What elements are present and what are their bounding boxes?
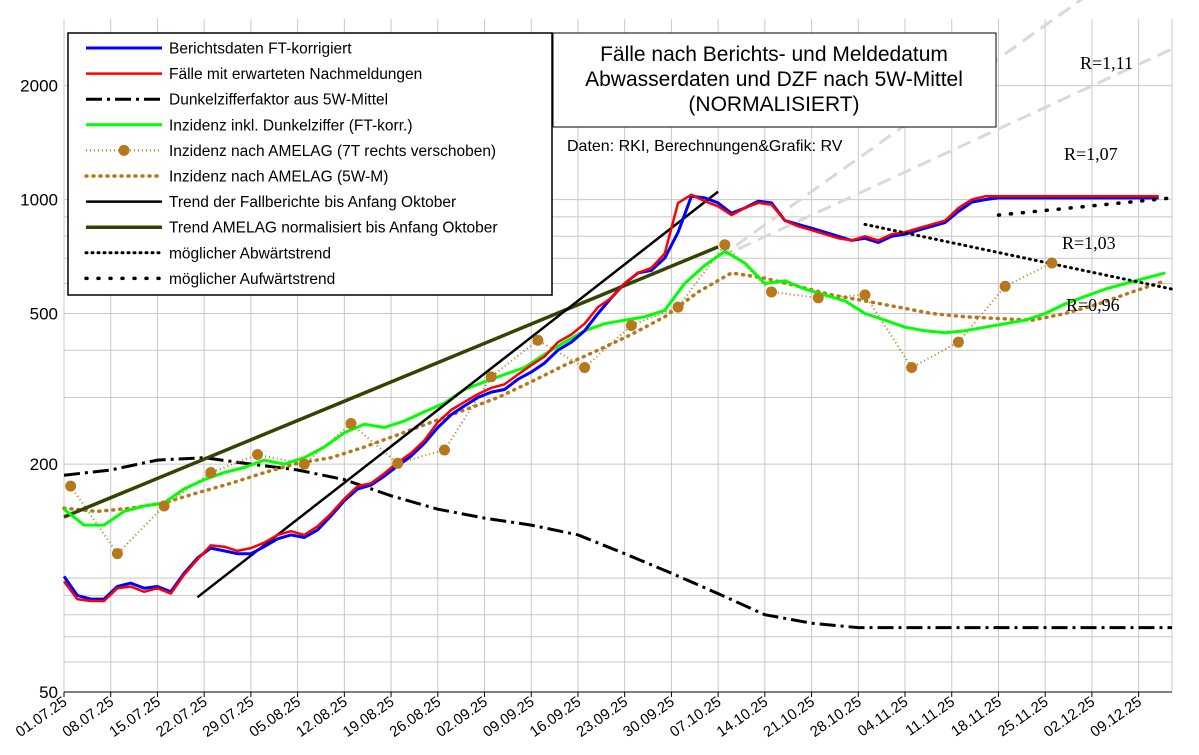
amelag-point-18 [906,362,918,374]
legend-label-nachmeldungen: Fälle mit erwarteten Nachmeldungen [169,66,422,83]
amelag-point-0 [65,480,77,492]
annotation-r-103: R=1,03 [1062,233,1116,253]
annotation-r-107: R=1,07 [1064,144,1118,164]
amelag-point-9 [485,371,497,383]
series-line-abwaerts [863,222,1174,291]
legend-label-amelag_dots: Inzidenz nach AMELAG (7T rechts verschob… [169,143,496,160]
amelag-point-21 [1046,257,1058,269]
amelag-point-11 [579,362,591,374]
y-tick-label-2000: 2000 [20,77,58,96]
title-box: Fälle nach Berichts- und Meldedatum Abwa… [552,32,997,128]
amelag-point-8 [438,444,450,456]
amelag-point-1 [111,548,123,560]
legend-label-trend_amelag: Trend AMELAG normalisiert bis Anfang Okt… [169,220,498,237]
title-frame [552,32,997,128]
series-line-amelag_5wm [62,271,1168,514]
series-line-trend_fall [196,190,719,599]
series-group [62,0,1174,630]
legend-box [67,32,553,296]
amelag-point-15 [766,286,778,298]
series-line-proj_111 [717,0,1084,260]
y-tick-label-50: 50 [39,683,58,702]
amelag-point-20 [999,280,1011,292]
annotation-r-111: R=1,11 [1080,53,1133,73]
y-tick-label-500: 500 [30,305,58,324]
title-line-1: Fälle nach Berichts- und Meldedatum [600,43,948,66]
title-line-2: Abwasserdaten und DZF nach 5W-Mittel [585,68,963,91]
amelag-point-17 [859,289,871,301]
legend: Berichtsdaten FT-korrigiert Fälle mit erw… [67,32,553,296]
legend-label-berichtsdaten: Berichtsdaten FT-korrigiert [169,41,352,58]
series-line-trend_amelag [63,245,719,519]
series-line-aufwaerts [996,196,1174,217]
series-line-nachmeldungen [63,193,1159,603]
legend-label-amelag_5wm: Inzidenz nach AMELAG (5W-M) [169,169,388,186]
legend-label-aufwaerts: möglicher Aufwärtstrend [169,271,335,288]
series-line-inzidenz_dz [63,249,1166,527]
legend-items: Berichtsdaten FT-korrigiert Fälle mit erw… [84,41,498,288]
amelag-point-10 [532,334,544,346]
amelag-point-6 [345,418,357,430]
annotation-r-096: R=0,96 [1066,295,1120,315]
legend-marker-amelag_dots [118,144,130,156]
amelag-point-3 [205,467,217,479]
amelag-point-19 [952,336,964,348]
legend-label-abwaerts: möglicher Abwärtstrend [169,245,331,262]
amelag-point-4 [252,449,264,461]
legend-label-dunkelziffer: Dunkelzifferfaktor aus 5W-Mittel [169,92,388,109]
legend-label-inzidenz_dz: Inzidenz inkl. Dunkelziffer (FT-korr.) [169,117,412,134]
y-tick-label-200: 200 [30,455,58,474]
amelag-point-5 [298,458,310,470]
series-line-proj_107 [717,47,1173,260]
amelag-point-16 [812,292,824,304]
amelag-point-14 [719,239,731,251]
amelag-point-13 [672,301,684,313]
source-note: Daten: RKI, Berechnungen&Grafik: RV [567,138,843,155]
amelag-point-7 [392,457,404,469]
amelag-point-2 [158,500,170,512]
y-tick-label-1000: 1000 [20,191,58,210]
title-line-3: (NORMALISIERT) [688,93,859,116]
y-axis-ticks: 50 200 500 1000 2000 [20,77,58,702]
amelag-point-12 [625,319,637,331]
legend-label-trend_fall: Trend der Fallberichte bis Anfang Oktobe… [169,194,456,211]
